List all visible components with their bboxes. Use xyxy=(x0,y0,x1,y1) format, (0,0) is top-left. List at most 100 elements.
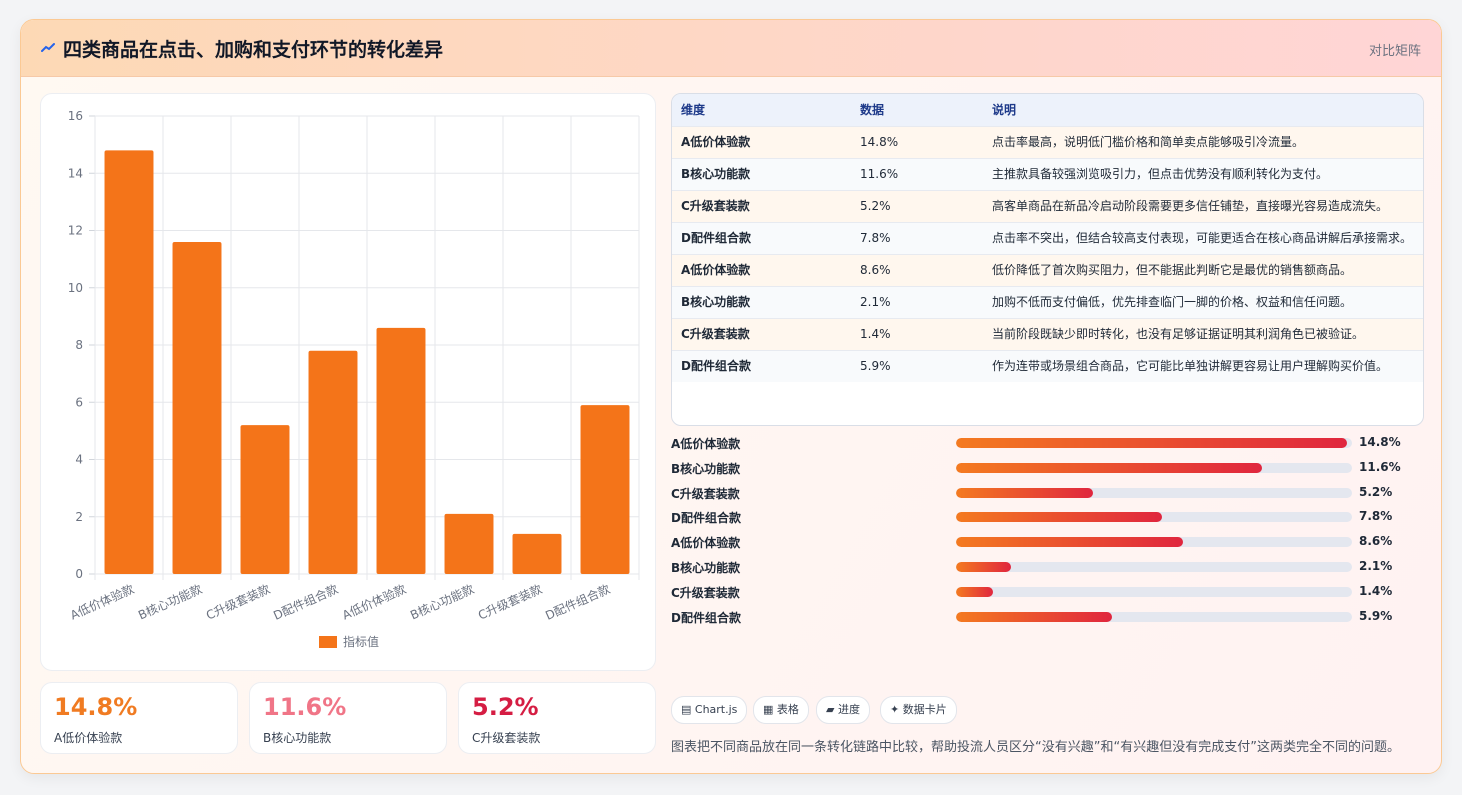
table-row: C升级套装款 5.2% 高客单商品在新品冷启动阶段需要更多信任铺垫，直接曝光容易造成… xyxy=(672,189,1423,222)
progress-fill xyxy=(956,586,993,597)
table-cell-value: 5.9% xyxy=(851,349,983,382)
bar-4 xyxy=(308,350,358,574)
chart-icon: ▤ xyxy=(681,703,695,716)
dashboard-card: 四类商品在点击、加购和支付环节的转化差异 对比矩阵 0 2 4 6 8 10 12 14 16 A… xyxy=(20,19,1442,774)
table-header-note: 说明 xyxy=(992,103,1017,118)
trend-icon xyxy=(41,43,55,52)
progress-label: C升级套装款 xyxy=(671,486,740,501)
table-row: B核心功能款 11.6% 主推款具备较强浏览吸引力，但点击优势没有顺利转化为支付。 xyxy=(672,157,1423,190)
kpi-value: 11.6% xyxy=(263,693,347,721)
y-tick-label: 6 xyxy=(75,395,83,409)
progress-fill xyxy=(956,438,1347,448)
progress-fill xyxy=(956,487,1094,498)
y-tick-label: 14 xyxy=(68,166,83,180)
chip-1: ▤ Chart.js xyxy=(671,696,748,724)
kpi-label: B核心功能款 xyxy=(263,731,332,745)
table-row: D配件组合款 5.9% 作为连带或场景组合商品，它可能比单独讲解更容易让用户理解购买… xyxy=(672,349,1423,382)
data-table: 维度 数据 说明 A低价体验款 14.8% 点击率最高，说明低门槛价格和简单卖点能够… xyxy=(671,93,1424,426)
table-cell-dim: D配件组合款 xyxy=(672,221,851,254)
progress-row: D配件组合款 5.9% xyxy=(671,606,1422,626)
x-tick-label: B核心功能款 xyxy=(408,582,476,623)
bar-chart: 0 2 4 6 8 10 12 14 16 A低价体验款 B核心功能款 C升级套装款 D配件组合款 A低价… xyxy=(40,93,656,671)
progress-label: D配件组合款 xyxy=(671,511,741,526)
table-cell-note: 加购不低而支付偏低，优先排查临门一脚的价格、权益和信任问题。 xyxy=(983,285,1423,318)
x-tick-label: B核心功能款 xyxy=(136,582,204,623)
progress-list: A低价体验款 14.8% B核心功能款 11.6% C升级套装款 5.2% D配件组合款 7.… xyxy=(671,432,1422,632)
x-tick-label: A低价体验款 xyxy=(340,581,408,622)
bar-6 xyxy=(444,513,494,574)
table-row: C升级套装款 1.4% 当前阶段既缺少即时转化，也没有足够证据证明其利润角色已被验证… xyxy=(672,317,1423,350)
progress-row: D配件组合款 7.8% xyxy=(671,506,1422,526)
progress-value: 7.8% xyxy=(1359,509,1393,524)
y-tick-label: 8 xyxy=(75,338,83,352)
progress-fill xyxy=(956,512,1162,523)
header-tag: 对比矩阵 xyxy=(1368,44,1421,59)
progress-value: 5.9% xyxy=(1359,608,1393,623)
progress-label: C升级套装款 xyxy=(671,585,740,600)
progress-track xyxy=(956,611,1352,622)
progress-icon: ▰ xyxy=(826,703,838,716)
kpi-label: A低价体验款 xyxy=(54,731,123,745)
table-icon: ▦ xyxy=(763,703,777,716)
progress-row: A低价体验款 14.8% xyxy=(671,432,1422,452)
legend-swatch xyxy=(319,636,337,648)
progress-fill xyxy=(956,462,1263,473)
y-tick-label: 4 xyxy=(75,453,83,467)
table-cell-value: 7.8% xyxy=(851,221,983,254)
table-cell-dim: C升级套装款 xyxy=(672,189,851,222)
table-cell-value: 5.2% xyxy=(851,189,983,222)
table-cell-dim: A低价体验款 xyxy=(672,125,851,158)
kpi-value: 14.8% xyxy=(54,693,138,721)
kpi-value: 5.2% xyxy=(472,693,539,721)
bar-3 xyxy=(240,425,290,574)
progress-label: B核心功能款 xyxy=(671,461,741,476)
x-tick-label: D配件组合款 xyxy=(543,581,612,623)
progress-track xyxy=(956,438,1352,448)
table-cell-value: 11.6% xyxy=(851,157,983,190)
bar-1 xyxy=(104,150,154,574)
kpi-label: C升级套装款 xyxy=(472,731,541,745)
chip-4: ✦ 数据卡片 xyxy=(880,696,957,724)
table-header-dim: 维度 xyxy=(681,103,706,118)
table-cell-note: 高客单商品在新品冷启动阶段需要更多信任铺垫，直接曝光容易造成流失。 xyxy=(983,189,1423,222)
progress-track xyxy=(956,586,1352,597)
progress-value: 2.1% xyxy=(1359,559,1393,573)
table-row: D配件组合款 7.8% 点击率不突出，但结合较高支付表现，可能更适合在核心商品讲解后… xyxy=(672,221,1423,254)
card-icon: ✦ xyxy=(890,703,903,716)
progress-track xyxy=(956,562,1352,572)
table-cell-dim: D配件组合款 xyxy=(672,349,851,382)
progress-track xyxy=(956,537,1352,548)
table-row: B核心功能款 2.1% 加购不低而支付偏低，优先排查临门一脚的价格、权益和信任问题。 xyxy=(672,285,1423,318)
footnote: 图表把不同商品放在同一条转化链路中比较，帮助投流人员区分“没有兴趣”和“有兴趣但… xyxy=(671,740,1400,755)
x-tick-label: C升级套装款 xyxy=(204,582,272,623)
bar-7 xyxy=(512,533,562,574)
table-cell-value: 14.8% xyxy=(851,125,983,158)
progress-label: A低价体验款 xyxy=(671,437,741,451)
progress-label: A低价体验款 xyxy=(671,536,741,551)
progress-row: B核心功能款 11.6% xyxy=(671,457,1422,477)
y-tick-label: 0 xyxy=(75,567,83,581)
table-cell-value: 1.4% xyxy=(851,317,983,350)
table-cell-value: 8.6% xyxy=(851,253,983,286)
y-tick-label: 2 xyxy=(75,510,83,524)
progress-fill xyxy=(956,537,1184,548)
table-cell-dim: B核心功能款 xyxy=(672,157,851,190)
x-tick-label: D配件组合款 xyxy=(271,581,340,623)
chip-label: 数据卡片 xyxy=(902,703,947,716)
progress-fill xyxy=(956,611,1112,622)
progress-value: 11.6% xyxy=(1359,459,1401,474)
y-tick-label: 16 xyxy=(68,109,83,123)
progress-track xyxy=(956,487,1352,498)
kpi-card: 14.8% A低价体验款 xyxy=(40,682,238,754)
page-title: 四类商品在点击、加购和支付环节的转化差异 xyxy=(63,39,444,61)
table-cell-dim: B核心功能款 xyxy=(672,285,851,318)
progress-fill xyxy=(956,562,1012,572)
header: 四类商品在点击、加购和支付环节的转化差异 对比矩阵 xyxy=(21,20,1441,77)
table-cell-dim: A低价体验款 xyxy=(672,253,851,286)
progress-row: C升级套装款 1.4% xyxy=(671,581,1422,601)
progress-row: A低价体验款 8.6% xyxy=(671,531,1422,551)
table-row: A低价体验款 14.8% 点击率最高，说明低门槛价格和简单卖点能够吸引冷流量。 xyxy=(672,125,1423,158)
progress-value: 1.4% xyxy=(1359,583,1393,598)
y-tick-label: 10 xyxy=(68,281,83,295)
